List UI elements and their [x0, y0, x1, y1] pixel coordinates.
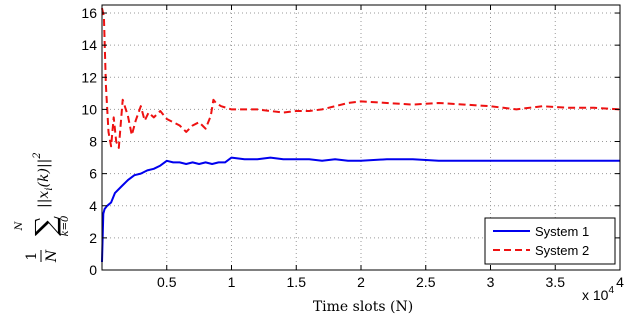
x-tick-label: 3.5: [546, 274, 566, 290]
ticks-layer: 0.5 1 1.5 2 2.5 3 3.5 4 0 2 4 6 8 10 12 14 16: [81, 5, 624, 290]
y-label-sum-sign: ∑: [29, 216, 62, 236]
y-tick-label: 16: [81, 5, 97, 21]
series-layer: [101, 7, 621, 263]
series-line-2: [101, 7, 621, 149]
legend-label-system-2: System 2: [535, 243, 589, 258]
y-label-sum-upper: N: [14, 220, 25, 231]
legend: System 1 System 2: [484, 217, 616, 265]
y-tick-label: 2: [89, 230, 97, 246]
y-tick-label: 8: [89, 134, 97, 150]
y-label-frac-num: 1: [24, 252, 40, 261]
x-tick-label: 3: [487, 274, 495, 290]
y-tick-label: 4: [89, 198, 97, 214]
x-tick-label: 0.5: [157, 274, 177, 290]
x-multiplier-label: x 104: [582, 285, 614, 303]
y-label-sum-lower: k=0: [60, 215, 71, 236]
x-tick-label: 1: [228, 274, 236, 290]
y-tick-label: 14: [81, 37, 97, 53]
y-label-frac-den: N: [44, 249, 60, 263]
x-tick-label: 2.5: [416, 274, 436, 290]
series-line-1: [101, 156, 620, 263]
y-tick-label: 0: [89, 262, 97, 278]
y-label-summand: ||xi(k)||2: [32, 152, 55, 208]
legend-box: [484, 217, 616, 265]
x-axis-label: Time slots (N): [313, 299, 413, 315]
legend-label-system-1: System 1: [535, 224, 589, 239]
y-tick-label: 6: [89, 166, 97, 182]
y-tick-label: 12: [81, 69, 97, 85]
x-tick-label: 2: [357, 274, 365, 290]
y-axis-label: 1 N N ∑ k=0 ||xi(k)||2: [14, 152, 71, 263]
grid: [102, 5, 620, 270]
y-tick-label: 10: [81, 101, 97, 117]
x-tick-label: 4: [616, 274, 624, 290]
x-tick-label: 1.5: [287, 274, 307, 290]
